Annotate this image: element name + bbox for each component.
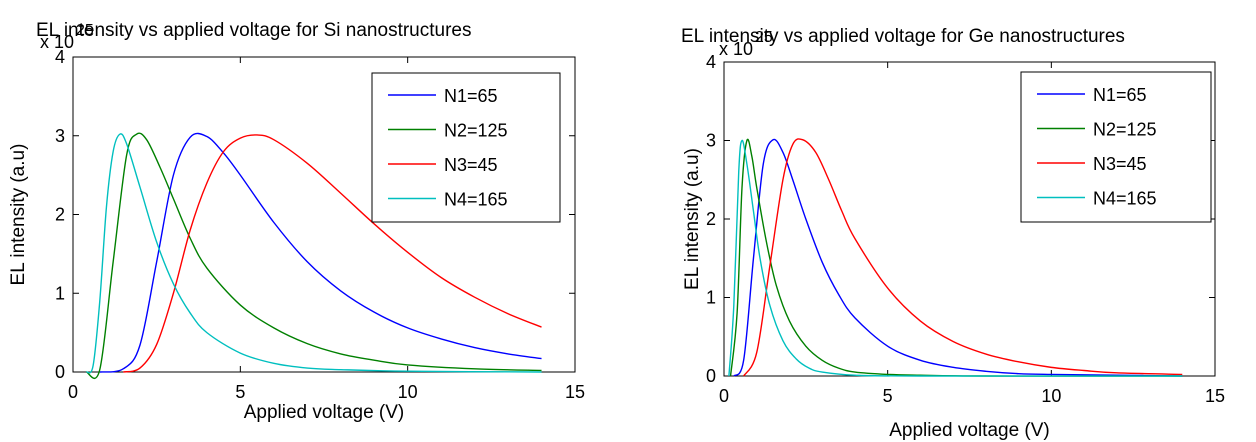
legend-entry: N4=165 <box>1093 189 1157 209</box>
legend-entry: N2=125 <box>1093 120 1157 140</box>
x-tick-label: 10 <box>398 382 418 402</box>
y-tick-label: 3 <box>706 131 716 151</box>
chart-title: EL intensity vs applied voltage for Ge n… <box>681 26 1125 47</box>
series-line-n3-45 <box>743 138 1183 377</box>
y-axis-exponent: 25 <box>755 29 773 46</box>
legend-entry: N4=165 <box>444 190 508 210</box>
y-axis-exponent: 25 <box>76 22 94 39</box>
legend-box <box>371 72 561 223</box>
x-axis-label: Applied voltage (V) <box>244 402 405 423</box>
legend-entry: N2=125 <box>444 121 508 141</box>
series-line-n2-125 <box>85 132 542 380</box>
y-tick-label: 4 <box>55 47 65 67</box>
series-line-n4-165 <box>85 133 542 374</box>
legend: N1=65 N2=125 N3=45 N4=165 <box>1020 71 1212 223</box>
y-axis-label: EL intensity (a.u) <box>8 144 29 286</box>
y-tick-label: 2 <box>55 205 65 225</box>
y-axis-multiplier: x 10 <box>719 39 753 59</box>
y-tick-label: 1 <box>55 283 65 303</box>
y-tick-label: 1 <box>706 288 716 308</box>
y-axis-label: EL intensity (a.u) <box>682 148 703 290</box>
y-tick-label: 4 <box>706 52 716 72</box>
y-tick-label: 3 <box>55 126 65 146</box>
legend-entry: N3=45 <box>1093 154 1147 174</box>
chart-title: EL intensity vs applied voltage for Si n… <box>36 20 471 41</box>
y-tick-label: 2 <box>706 209 716 229</box>
x-axis-label: Applied voltage (V) <box>889 420 1050 441</box>
x-tick-label: 0 <box>719 386 729 406</box>
y-tick-label: 0 <box>55 362 65 382</box>
series-line-n1-65 <box>733 138 1183 377</box>
legend: N1=65 N2=125 N3=45 N4=165 <box>371 72 561 223</box>
x-tick-label: 5 <box>883 386 893 406</box>
y-tick-label: 0 <box>706 366 716 386</box>
series-line-n3-45 <box>123 134 542 373</box>
series-line-n1-65 <box>99 132 542 373</box>
x-tick-label: 15 <box>565 382 585 402</box>
x-tick-label: 0 <box>68 382 78 402</box>
series-line-n2-125 <box>729 138 1183 377</box>
x-tick-label: 10 <box>1041 386 1061 406</box>
legend-entry: N3=45 <box>444 155 498 175</box>
y-axis-multiplier: x 10 <box>40 32 74 52</box>
legend-entry: N1=65 <box>444 86 498 106</box>
x-tick-label: 15 <box>1205 386 1225 406</box>
series-line-n4-165 <box>728 139 1183 377</box>
x-tick-label: 5 <box>235 382 245 402</box>
legend-entry: N1=65 <box>1093 85 1147 105</box>
